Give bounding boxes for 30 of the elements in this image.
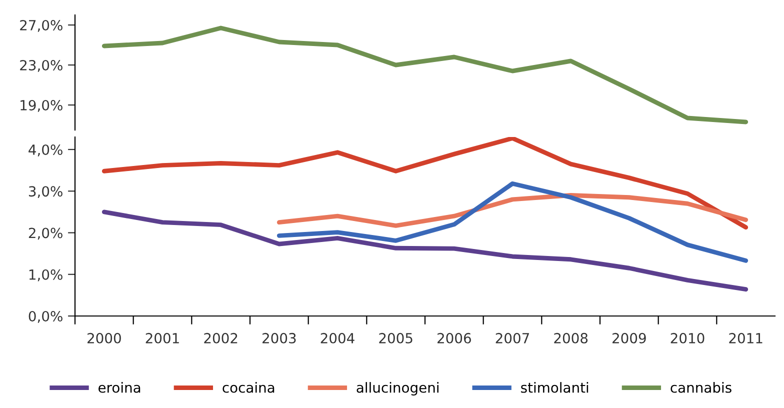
line-series xyxy=(276,181,748,263)
x-tick-label: 2011 xyxy=(729,332,762,344)
line-series xyxy=(276,193,748,228)
x-tick-label: 2010 xyxy=(670,332,704,344)
legend-label: cocaina xyxy=(222,382,274,393)
y-tick-label: 27,0% xyxy=(20,20,62,32)
x-tick-label: 2004 xyxy=(320,332,354,344)
x-tick-label: 2002 xyxy=(204,332,238,344)
x-tick-label: 2003 xyxy=(262,332,296,344)
legend-label: eroina xyxy=(98,382,140,393)
y-tick-label: 2,0% xyxy=(28,228,62,240)
y-tick-label: 3,0% xyxy=(28,186,62,198)
legend-label: allucinogeni xyxy=(356,382,438,396)
x-tick-label: 2009 xyxy=(612,332,646,344)
line-series xyxy=(102,26,748,124)
legend-label: cannabis xyxy=(670,382,732,393)
legend-label: stimolanti xyxy=(521,382,588,393)
y-tick-label: 4,0% xyxy=(28,144,62,156)
y-tick-label: 0,0% xyxy=(28,310,62,323)
x-tick-label: 2007 xyxy=(496,332,529,344)
y-tick-label: 19,0% xyxy=(20,100,62,112)
x-tick-label: 2000 xyxy=(88,332,121,344)
x-tick-label: 2008 xyxy=(554,332,588,344)
y-tick-label: 1,0% xyxy=(29,269,62,282)
x-tick-label: 2001 xyxy=(146,332,179,344)
line-series xyxy=(102,137,748,230)
x-tick-label: 2005 xyxy=(379,332,412,344)
line-series xyxy=(102,210,748,292)
y-tick-label: 23,0% xyxy=(20,60,62,72)
x-tick-label: 2006 xyxy=(438,332,471,344)
